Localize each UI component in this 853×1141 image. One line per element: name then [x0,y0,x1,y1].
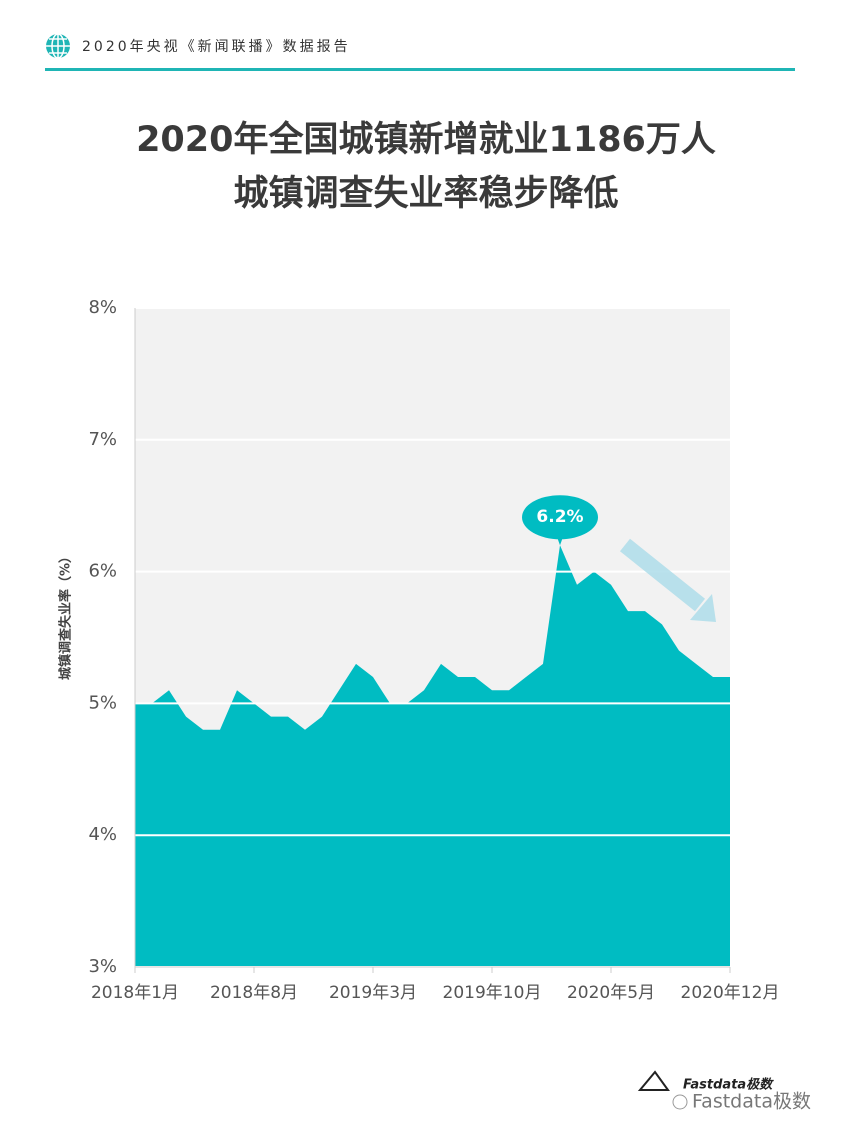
chart-title: 2020年全国城镇新增就业1186万人 [136,119,716,160]
y-tick-label: 5% [88,692,117,713]
x-tick-label: 2019年3月 [329,983,417,1003]
wechat-icon [672,1094,688,1110]
x-tick-label: 2018年8月 [210,983,298,1003]
label-bubble [522,495,598,540]
header-rule [45,68,795,71]
x-tick-label: 2020年12月 [681,983,780,1003]
footer-watermark: Fastdata极数 [692,1091,811,1113]
y-tick-label: 8% [88,297,117,318]
y-tick-label: 7% [88,429,117,450]
x-tick-label: 2019年10月 [443,983,542,1003]
logo-icon-lines [46,34,70,58]
footer-logo [637,1070,670,1091]
y-tick-label: 3% [88,956,117,977]
header-title: 2020年央视《新闻联播》数据报告 [82,39,351,55]
trend-arrow [620,538,705,612]
area [135,545,730,967]
plot: 3% 4% 5% 6% 7% 8% 2018年1月 2018年8月 2019年3月 2019年10… [88,297,779,1003]
x-tick-label: 2018年1月 [91,983,179,1003]
value-label: 6.2% [536,507,583,527]
logo-icon-lines [51,33,65,59]
y-tick-label: 4% [88,824,117,845]
trend-arrow-head [690,594,716,622]
y-axis-label: 城镇调查失业率（%） [58,550,74,680]
y-tick-label: 6% [88,561,117,582]
footer-logo-text: Fastdata极数 [683,1077,774,1093]
chart-subtitle: 城镇调查失业率稳步降低 [233,174,618,214]
x-tick-label: 2020年5月 [567,983,655,1003]
